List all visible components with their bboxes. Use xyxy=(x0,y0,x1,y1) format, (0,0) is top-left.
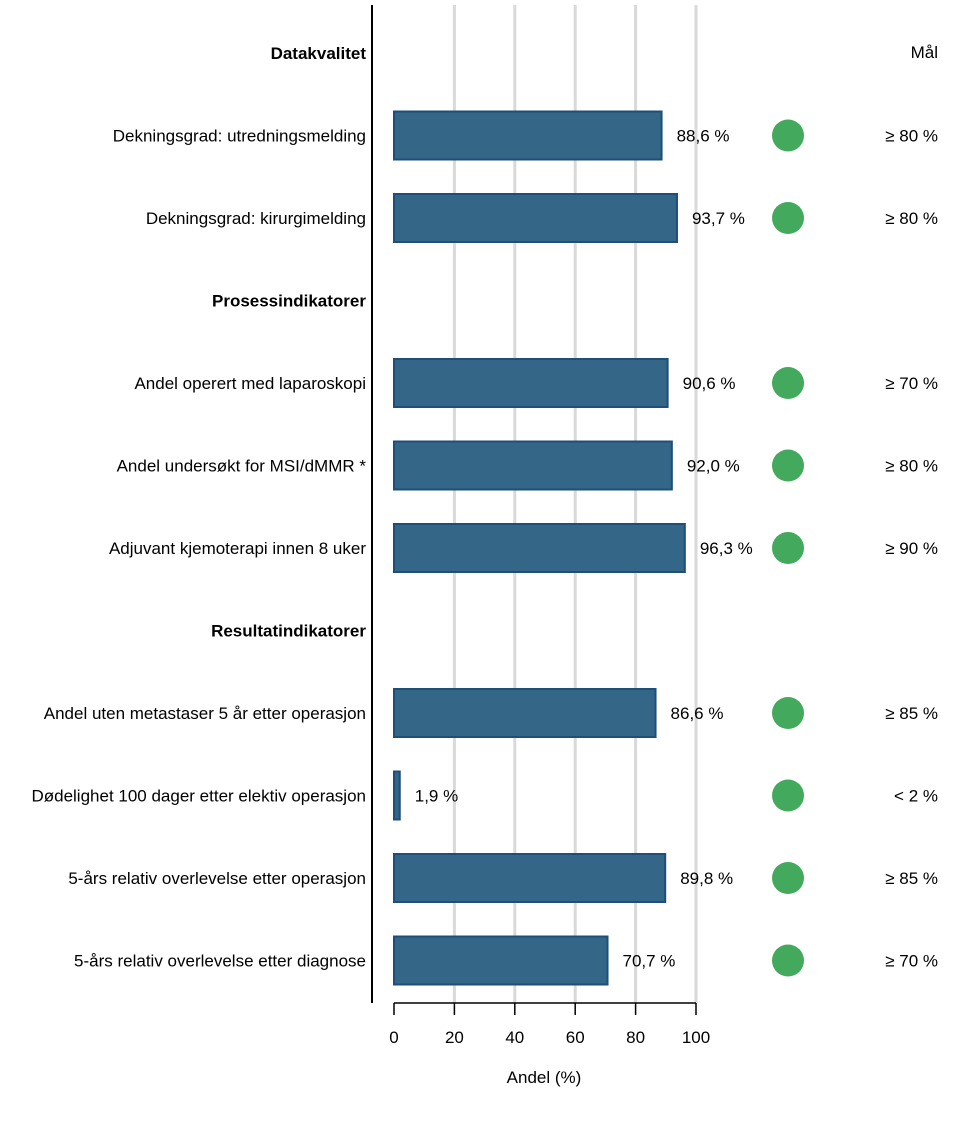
x-axis: 0 20 40 60 80 100 xyxy=(389,1002,710,1047)
category-label: 5-års relativ overlevelse etter diagnose xyxy=(74,952,366,971)
status-indicator-icon xyxy=(772,119,804,152)
category-label: Adjuvant kjemoterapi innen 8 uker xyxy=(109,539,366,558)
section-header-row: Resultatindikatorer xyxy=(211,622,366,641)
data-label: 88,6 % xyxy=(677,127,730,146)
x-tick-label: 60 xyxy=(566,1028,585,1047)
category-label: Dekningsgrad: kirurgimelding xyxy=(146,209,366,228)
goal-value: ≥ 70 % xyxy=(885,952,938,971)
category-label: Andel undersøkt for MSI/dMMR * xyxy=(117,457,367,476)
indicator-row: Andel operert med laparoskopi 90,6 % ≥ 70 … xyxy=(134,358,938,408)
category-label: Dekningsgrad: utredningsmelding xyxy=(113,127,366,146)
goal-value: ≥ 85 % xyxy=(885,704,938,723)
data-bar xyxy=(393,853,667,903)
x-tick-label: 100 xyxy=(682,1028,710,1047)
data-bar xyxy=(393,110,663,161)
data-label: 92,0 % xyxy=(687,457,740,476)
x-tick-label: 80 xyxy=(626,1028,645,1047)
x-tick-label: 20 xyxy=(445,1028,464,1047)
data-label: 1,9 % xyxy=(415,787,458,806)
status-indicator-icon xyxy=(772,202,804,234)
goal-value: ≥ 70 % xyxy=(885,374,938,393)
goal-value: ≥ 80 % xyxy=(885,209,938,228)
indicator-row: Dekningsgrad: utredningsmelding 88,6 % ≥ 8… xyxy=(113,110,938,161)
data-bar xyxy=(393,770,401,821)
section-header-row: Prosessindikatorer xyxy=(212,292,366,311)
data-bar xyxy=(393,193,678,243)
indicator-row: Adjuvant kjemoterapi innen 8 uker 96,3 % ≥… xyxy=(109,523,938,573)
category-label: Andel uten metastaser 5 år etter operasj… xyxy=(44,704,366,723)
indicator-row: Dødelighet 100 dager etter elektiv opera… xyxy=(31,770,938,821)
data-label: 70,7 % xyxy=(623,952,676,971)
category-label: 5-års relativ overlevelse etter operasjo… xyxy=(68,869,366,888)
status-indicator-icon xyxy=(772,862,804,894)
status-indicator-icon xyxy=(772,449,804,482)
x-tick-label: 40 xyxy=(505,1028,524,1047)
data-bar xyxy=(393,440,673,491)
data-label: 93,7 % xyxy=(692,209,745,228)
indicator-row: 5-års relativ overlevelse etter operasjo… xyxy=(68,853,938,903)
data-label: 86,6 % xyxy=(671,704,724,723)
data-label: 96,3 % xyxy=(700,539,753,558)
goal-value: ≥ 90 % xyxy=(885,539,938,558)
section-header-row: Datakvalitet xyxy=(271,44,367,63)
status-indicator-icon xyxy=(772,367,804,399)
category-label: Dødelighet 100 dager etter elektiv opera… xyxy=(31,787,366,806)
data-label: 89,8 % xyxy=(680,869,733,888)
indicator-row: Andel uten metastaser 5 år etter operasj… xyxy=(44,688,938,738)
data-bar xyxy=(393,688,657,738)
gridlines xyxy=(452,5,698,1003)
indicator-row: Dekningsgrad: kirurgimelding 93,7 % ≥ 80 % xyxy=(146,193,938,243)
indicator-row: Andel undersøkt for MSI/dMMR * 92,0 % ≥ 80… xyxy=(117,440,938,491)
indicator-row: 5-års relativ overlevelse etter diagnose… xyxy=(74,935,938,986)
indicator-rows: Datakvalitet Dekningsgrad: utredningsmeld… xyxy=(31,44,938,986)
goal-value: ≥ 80 % xyxy=(885,457,938,476)
section-header-label: Datakvalitet xyxy=(271,44,367,63)
data-bar xyxy=(393,358,669,408)
goal-value: < 2 % xyxy=(894,787,938,806)
status-indicator-icon xyxy=(772,697,804,729)
data-bar xyxy=(393,935,609,986)
goal-value: ≥ 85 % xyxy=(885,869,938,888)
x-tick-label: 0 xyxy=(389,1028,398,1047)
status-indicator-icon xyxy=(772,779,804,812)
data-bar xyxy=(393,523,686,573)
category-label: Andel operert med laparoskopi xyxy=(134,374,366,393)
section-header-label: Resultatindikatorer xyxy=(211,622,366,641)
section-header-label: Prosessindikatorer xyxy=(212,292,366,311)
goal-value: ≥ 80 % xyxy=(885,127,938,146)
data-label: 90,6 % xyxy=(683,374,736,393)
x-axis-label: Andel (%) xyxy=(507,1068,582,1087)
goal-column-header: Mål xyxy=(911,43,938,62)
status-indicator-icon xyxy=(772,532,804,564)
status-indicator-icon xyxy=(772,944,804,977)
